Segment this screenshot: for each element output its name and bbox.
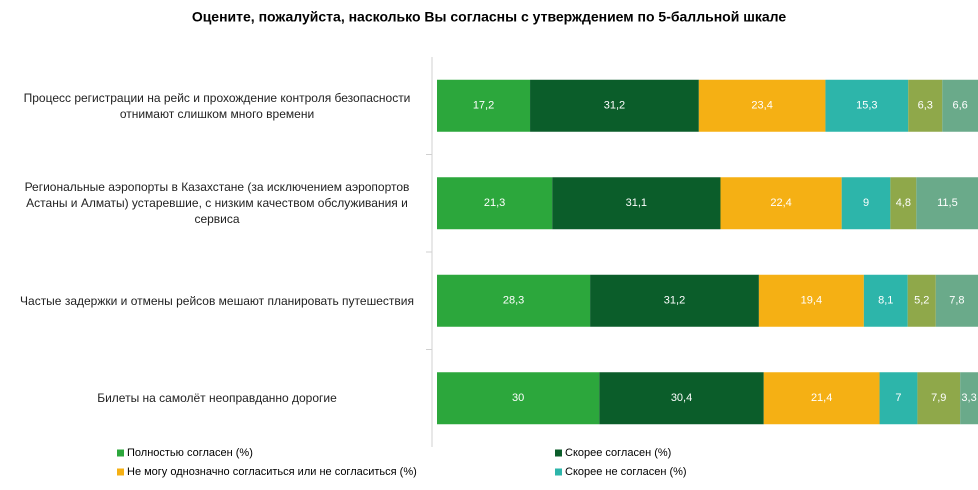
value-label: 6,3 — [918, 100, 933, 112]
legend-swatch — [117, 449, 124, 457]
bar-segment — [908, 79, 943, 132]
bar-segment — [437, 274, 591, 327]
legend-label: Скорее согласен (%) — [565, 447, 671, 459]
bar-segment — [841, 177, 891, 230]
legend-label: Полностью согласен (%) — [127, 447, 253, 459]
bar-segment — [960, 372, 978, 425]
bar-segment — [530, 79, 699, 132]
bar-segment — [437, 79, 531, 132]
bar-segment — [758, 274, 864, 327]
value-label: 31,2 — [664, 295, 685, 307]
category-label: Частые задержки и отмены рейсов мешают п… — [20, 293, 414, 308]
value-label: 21,3 — [484, 197, 505, 209]
bar-segment — [437, 372, 600, 425]
value-label: 5,2 — [914, 295, 929, 307]
value-label: 30 — [512, 392, 524, 404]
bar-segment — [720, 177, 842, 230]
legend-swatch — [555, 449, 562, 457]
category-label: Билеты на самолёт неоправданно дорогие — [97, 391, 337, 406]
value-label: 4,8 — [896, 197, 911, 209]
bar-segment — [763, 372, 880, 425]
bar-segment — [698, 79, 826, 132]
bar-segment — [825, 79, 909, 132]
legend-label: Скорее не согласен (%) — [565, 466, 687, 478]
category-label: Процесс регистрации на рейс и прохождени… — [23, 90, 411, 121]
bar-segment — [552, 177, 721, 230]
legend-swatch — [555, 468, 562, 476]
bar-segment — [599, 372, 764, 425]
bar-segment — [907, 274, 936, 327]
value-label: 19,4 — [801, 295, 822, 307]
value-label: 7,8 — [949, 295, 964, 307]
value-label: 22,4 — [770, 197, 791, 209]
value-label: 6,6 — [952, 100, 967, 112]
value-label: 7,9 — [931, 392, 946, 404]
value-label: 9 — [863, 197, 869, 209]
legend-swatch — [117, 468, 124, 476]
bar-segment — [917, 372, 961, 425]
bar-segment — [590, 274, 759, 327]
chart-title: Оцените, пожалуйста, насколько Вы соглас… — [192, 9, 787, 25]
category-label: Региональные аэропорты в Казахстане (за … — [24, 180, 410, 227]
value-label: 11,5 — [937, 197, 958, 209]
value-label: 31,1 — [626, 197, 647, 209]
value-label: 3,3 — [961, 392, 976, 404]
value-label: 8,1 — [878, 295, 893, 307]
value-label: 7 — [895, 392, 901, 404]
bar-segment — [879, 372, 918, 425]
bar-segment — [935, 274, 978, 327]
value-label: 30,4 — [671, 392, 692, 404]
value-label: 31,2 — [604, 100, 625, 112]
bar-segment — [916, 177, 978, 230]
legend-label: Не могу однозначно согласиться или не со… — [127, 466, 417, 478]
value-label: 21,4 — [811, 392, 832, 404]
value-label: 23,4 — [751, 100, 772, 112]
bar-segment — [890, 177, 917, 230]
bar-segment — [863, 274, 908, 327]
value-label: 17,2 — [473, 100, 494, 112]
value-label: 28,3 — [503, 295, 524, 307]
bar-segment — [437, 177, 553, 230]
bar-segment — [942, 79, 978, 132]
value-label: 15,3 — [856, 100, 877, 112]
